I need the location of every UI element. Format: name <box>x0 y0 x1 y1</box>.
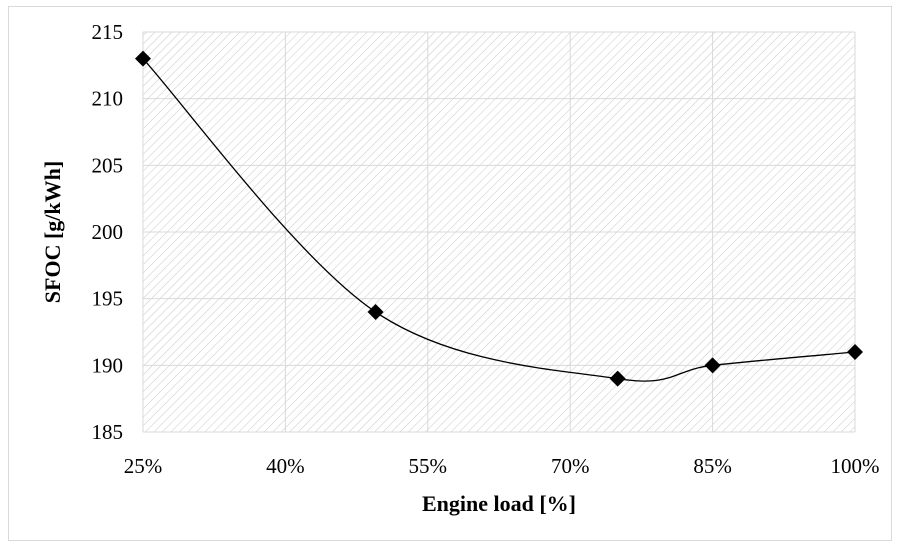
x-tick-label: 100% <box>831 454 880 478</box>
y-tick-label: 215 <box>92 20 124 44</box>
x-tick-label: 40% <box>266 454 305 478</box>
x-axis-ticks: 25% 40% 55% 70% 85% 100% <box>124 454 880 478</box>
y-tick-label: 210 <box>92 87 124 111</box>
x-tick-label: 85% <box>693 454 732 478</box>
data-point-marker <box>367 304 384 320</box>
data-point-marker <box>847 344 863 360</box>
data-point-marker <box>704 357 721 374</box>
y-tick-label: 205 <box>92 153 124 177</box>
x-tick-label: 70% <box>551 454 590 478</box>
series-line <box>142 58 856 382</box>
x-tick-label: 55% <box>409 454 448 478</box>
y-axis-ticks: 185 190 195 200 205 210 215 <box>92 20 124 444</box>
data-point-marker <box>135 50 151 67</box>
data-point-marker <box>609 370 626 387</box>
y-axis-title: SFOC [g/kWh] <box>40 161 65 303</box>
y-tick-label: 195 <box>92 287 124 311</box>
series-group <box>135 50 863 387</box>
x-tick-label: 25% <box>124 454 163 478</box>
grid-lines <box>142 31 856 433</box>
y-tick-label: 200 <box>92 220 124 244</box>
x-axis-title: Engine load [%] <box>422 491 576 516</box>
y-tick-label: 185 <box>92 420 124 444</box>
y-tick-label: 190 <box>92 353 124 377</box>
